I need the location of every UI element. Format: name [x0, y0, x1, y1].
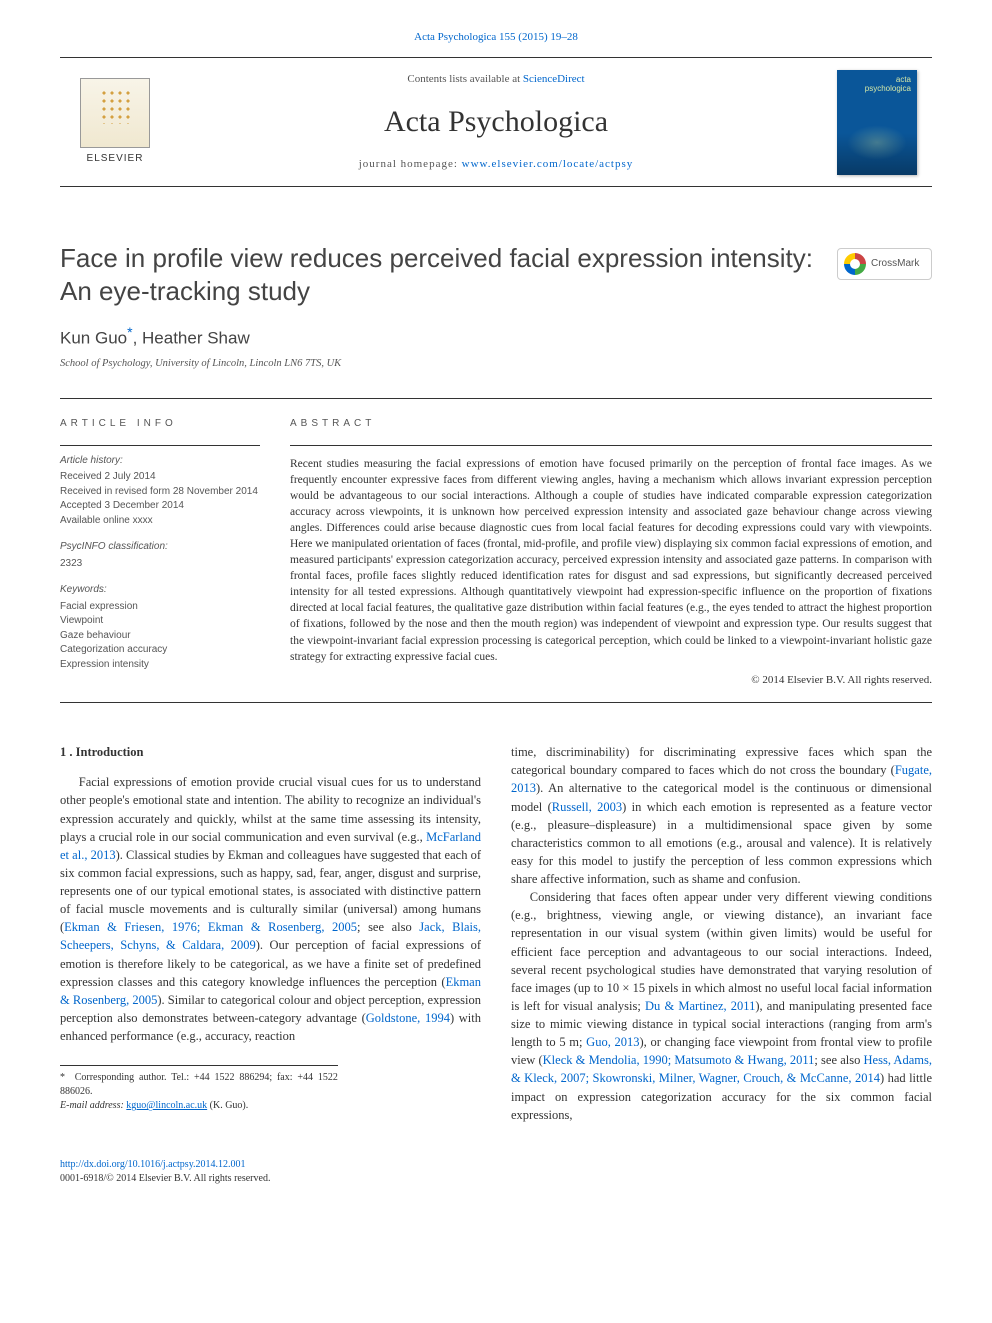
revised-date: Received in revised form 28 November 201… [60, 485, 260, 500]
elsevier-tree-icon [80, 78, 150, 148]
text-run: Facial expressions of emotion provide cr… [60, 775, 481, 843]
citation-link[interactable]: Russell, 2003 [552, 800, 622, 814]
journal-name: Acta Psychologica [170, 101, 822, 143]
paragraph: Facial expressions of emotion provide cr… [60, 773, 481, 1045]
authors: Kun Guo*, Heather Shaw [60, 323, 932, 350]
keyword: Facial expression [60, 600, 260, 615]
email-link[interactable]: kguo@lincoln.ac.uk [126, 1100, 207, 1111]
citation-link[interactable]: Goldstone, 1994 [366, 1011, 450, 1025]
keywords-label: Keywords: [60, 583, 260, 598]
journal-reference: Acta Psychologica 155 (2015) 19–28 [60, 30, 932, 45]
affiliation: School of Psychology, University of Linc… [60, 357, 932, 372]
contents-prefix: Contents lists available at [407, 73, 522, 85]
abstract-column: abstract Recent studies measuring the fa… [290, 399, 932, 703]
corr-mark: * [60, 1072, 75, 1083]
crossmark-icon [844, 253, 866, 275]
email-footnote: E-mail address: kguo@lincoln.ac.uk (K. G… [60, 1099, 338, 1113]
author-2: , Heather Shaw [133, 329, 250, 348]
masthead: ELSEVIER Contents lists available at Sci… [60, 57, 932, 187]
article-title: Face in profile view reduces perceived f… [60, 242, 817, 307]
elsevier-name: ELSEVIER [87, 152, 144, 166]
body-columns: 1 . Introduction Facial expressions of e… [60, 743, 932, 1124]
text-run: ; see also [814, 1053, 863, 1067]
page-footer: http://dx.doi.org/10.1016/j.actpsy.2014.… [60, 1158, 932, 1186]
cover-title-1: acta [896, 75, 911, 84]
paragraph: Considering that faces often appear unde… [511, 888, 932, 1124]
citation-link[interactable]: Du & Martinez, 2011 [645, 999, 755, 1013]
psycinfo-label: PsycINFO classification: [60, 540, 260, 555]
homepage-line: journal homepage: www.elsevier.com/locat… [170, 157, 822, 172]
body-col-right: time, discriminability) for discriminati… [511, 743, 932, 1124]
journal-cover-title: acta psychologica [865, 76, 911, 94]
publisher-logo-area: ELSEVIER [60, 72, 170, 172]
citation-link[interactable]: Ekman & Friesen, 1976; Ekman & Rosenberg… [64, 920, 357, 934]
journal-cover-area: acta psychologica [822, 70, 932, 175]
crossmark-badge[interactable]: CrossMark [837, 248, 932, 280]
accepted-date: Accepted 3 December 2014 [60, 499, 260, 514]
sciencedirect-link[interactable]: ScienceDirect [523, 73, 585, 85]
info-abstract-row: article info Article history: Received 2… [60, 398, 932, 703]
divider [60, 702, 932, 703]
section-heading: 1 . Introduction [60, 743, 481, 761]
citation-link[interactable]: Guo, 2013 [586, 1035, 639, 1049]
psycinfo-code: 2323 [60, 557, 260, 572]
text-run: ; see also [357, 920, 419, 934]
article-history: Article history: Received 2 July 2014 Re… [60, 454, 260, 673]
history-label: Article history: [60, 454, 260, 469]
paragraph: time, discriminability) for discriminati… [511, 743, 932, 888]
abstract-text: Recent studies measuring the facial expr… [290, 456, 932, 665]
crossmark-label: CrossMark [871, 257, 919, 271]
author-1: Kun Guo [60, 329, 127, 348]
text-run: time, discriminability) for discriminati… [511, 745, 932, 777]
corr-text: Corresponding author. Tel.: +44 1522 886… [60, 1072, 338, 1097]
homepage-prefix: journal homepage: [359, 158, 462, 170]
email-label: E-mail address: [60, 1100, 126, 1111]
cover-title-2: psychologica [865, 84, 911, 93]
article-info-column: article info Article history: Received 2… [60, 399, 260, 703]
corresponding-footnote: * Corresponding author. Tel.: +44 1522 8… [60, 1071, 338, 1099]
online-date: Available online xxxx [60, 514, 260, 529]
journal-cover: acta psychologica [837, 70, 917, 175]
citation-link[interactable]: Kleck & Mendolia, 1990; Matsumoto & Hwan… [543, 1053, 815, 1067]
body-col-left: 1 . Introduction Facial expressions of e… [60, 743, 481, 1124]
text-run: Considering that faces often appear unde… [511, 890, 932, 1013]
received-date: Received 2 July 2014 [60, 470, 260, 485]
title-block: Face in profile view reduces perceived f… [60, 242, 932, 307]
email-suffix: (K. Guo). [207, 1100, 248, 1111]
abstract-copyright: © 2014 Elsevier B.V. All rights reserved… [290, 673, 932, 688]
masthead-center: Contents lists available at ScienceDirec… [170, 62, 822, 183]
abstract-heading: abstract [290, 417, 932, 431]
homepage-link[interactable]: www.elsevier.com/locate/actpsy [462, 158, 634, 170]
contents-line: Contents lists available at ScienceDirec… [170, 72, 822, 87]
keyword: Viewpoint [60, 614, 260, 629]
keyword: Gaze behaviour [60, 629, 260, 644]
elsevier-logo: ELSEVIER [70, 72, 160, 172]
doi-link[interactable]: http://dx.doi.org/10.1016/j.actpsy.2014.… [60, 1159, 246, 1170]
footnote-block: * Corresponding author. Tel.: +44 1522 8… [60, 1065, 338, 1113]
issn-line: 0001-6918/© 2014 Elsevier B.V. All right… [60, 1172, 932, 1186]
keyword: Categorization accuracy [60, 643, 260, 658]
info-heading: article info [60, 417, 260, 431]
keyword: Expression intensity [60, 658, 260, 673]
